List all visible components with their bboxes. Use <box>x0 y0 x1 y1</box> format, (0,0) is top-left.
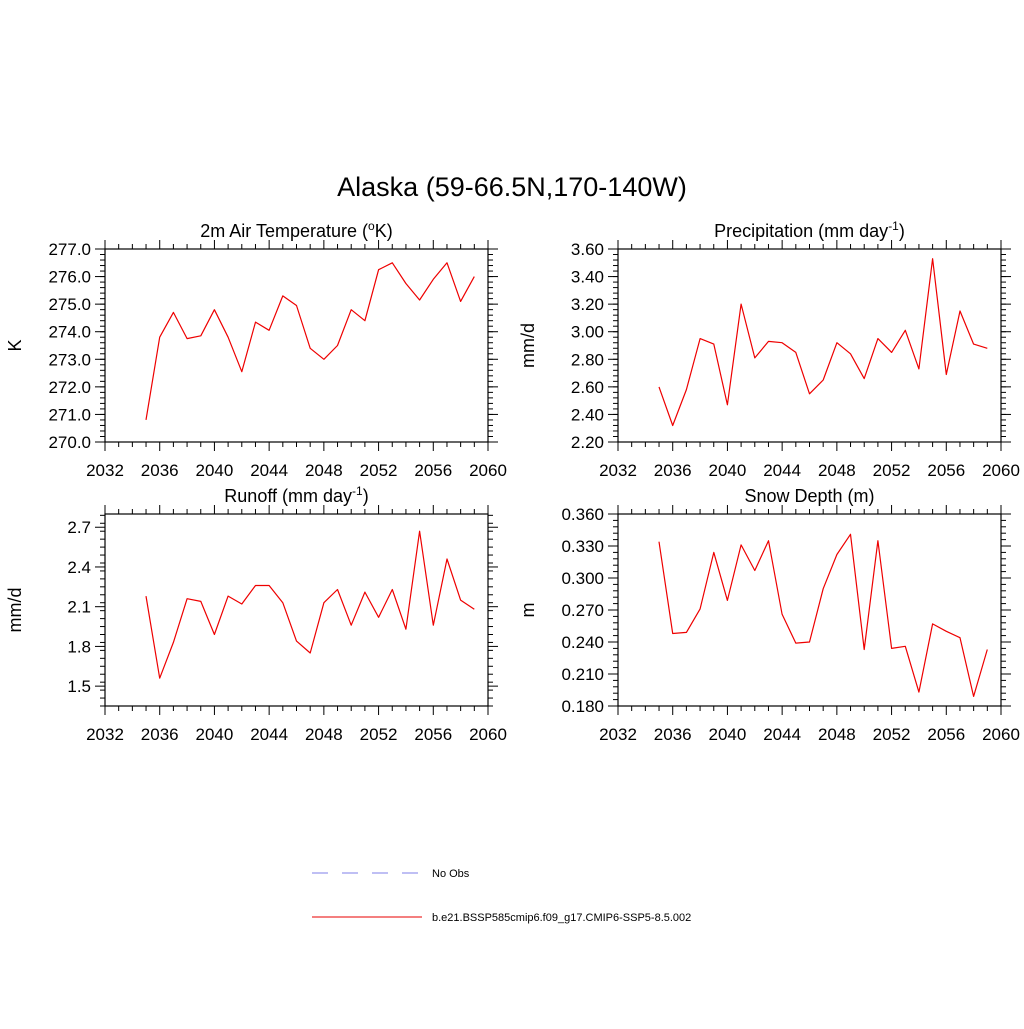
x-tick-label: 2052 <box>873 725 911 744</box>
y-tick-label: 2.40 <box>571 405 604 424</box>
y-tick-label: 270.0 <box>48 433 91 452</box>
x-tick-label: 2032 <box>86 725 124 744</box>
x-tick-label: 2056 <box>927 725 965 744</box>
series-line <box>658 533 988 698</box>
series-line <box>658 258 988 427</box>
x-tick-label: 2048 <box>818 461 856 480</box>
y-tick-label: 3.60 <box>571 240 604 259</box>
y-tick-label: 277.0 <box>48 240 91 259</box>
panel-title: Runoff (mm day-1) <box>224 484 368 506</box>
y-tick-label: 0.240 <box>561 633 604 652</box>
series-line <box>145 530 475 679</box>
x-tick-label: 2044 <box>250 461 288 480</box>
y-tick-label: 0.360 <box>561 505 604 524</box>
x-tick-label: 2032 <box>86 461 124 480</box>
x-tick-label: 2060 <box>469 725 507 744</box>
y-tick-label: 0.330 <box>561 537 604 556</box>
x-tick-label: 2060 <box>982 461 1020 480</box>
panel-snow-depth: Snow Depth (m) m 2032 2036 2040 2044 2048 2052 2… <box>518 486 1020 744</box>
plot-frame <box>617 248 1002 443</box>
panel-title: 2m Air Temperature (oK) <box>200 219 392 241</box>
y-tick-label: 274.0 <box>48 323 91 342</box>
y-tick-label: 272.0 <box>48 378 91 397</box>
x-tick-label: 2044 <box>763 461 801 480</box>
y-tick-label: 2.4 <box>67 558 91 577</box>
panel-title: Precipitation (mm day-1) <box>714 219 905 241</box>
y-tick-label: 2.20 <box>571 433 604 452</box>
x-tick-label: 2056 <box>414 725 452 744</box>
x-tick-label: 2036 <box>141 461 179 480</box>
x-tick-label: 2052 <box>360 461 398 480</box>
x-tick-label: 2056 <box>414 461 452 480</box>
y-axis-label: mm/d <box>518 323 538 368</box>
x-tick-label: 2036 <box>654 725 692 744</box>
y-axis-label: mm/d <box>5 588 25 633</box>
x-tick-label: 2044 <box>250 725 288 744</box>
y-tick-label: 275.0 <box>48 295 91 314</box>
x-tick-label: 2040 <box>196 725 234 744</box>
x-tick-label: 2052 <box>873 461 911 480</box>
y-tick-label: 271.0 <box>48 405 91 424</box>
y-tick-label: 1.5 <box>67 677 91 696</box>
x-tick-label: 2056 <box>927 461 965 480</box>
series-line <box>145 262 475 420</box>
panel-title: Snow Depth (m) <box>744 486 874 506</box>
y-tick-label: 2.80 <box>571 350 604 369</box>
y-tick-label: 3.40 <box>571 268 604 287</box>
legend: No Obs b.e21.BSSP585cmip6.f09_g17.CMIP6-… <box>312 868 691 924</box>
plot-frame <box>104 248 489 443</box>
y-tick-label: 2.60 <box>571 378 604 397</box>
y-axis-label: K <box>5 339 25 351</box>
x-tick-label: 2040 <box>709 725 747 744</box>
panel-precipitation: Precipitation (mm day-1) mm/d 2032 2036 2040… <box>518 219 1020 480</box>
y-tick-label: 0.180 <box>561 697 604 716</box>
x-tick-label: 2048 <box>305 461 343 480</box>
y-tick-label: 3.20 <box>571 295 604 314</box>
main-title: Alaska (59-66.5N,170-140W) <box>337 172 687 202</box>
y-tick-label: 3.00 <box>571 323 604 342</box>
y-tick-label: 1.8 <box>67 637 91 656</box>
x-tick-label: 2044 <box>763 725 801 744</box>
x-tick-label: 2036 <box>141 725 179 744</box>
y-axis-label: m <box>518 603 538 618</box>
y-tick-label: 276.0 <box>48 268 91 287</box>
y-tick-label: 0.210 <box>561 665 604 684</box>
panel-runoff: Runoff (mm day-1) mm/d 2032 2036 2040 2044 204… <box>5 484 507 744</box>
y-tick-label: 0.270 <box>561 601 604 620</box>
y-tick-label: 2.1 <box>67 598 91 617</box>
x-tick-label: 2036 <box>654 461 692 480</box>
y-tick-label: 273.0 <box>48 350 91 369</box>
legend-label-model: b.e21.BSSP585cmip6.f09_g17.CMIP6-SSP5-8.… <box>432 912 691 924</box>
x-tick-label: 2040 <box>709 461 747 480</box>
plot-frame <box>617 513 1002 707</box>
x-tick-label: 2048 <box>305 725 343 744</box>
legend-label-no-obs: No Obs <box>432 868 470 880</box>
x-tick-label: 2032 <box>599 461 637 480</box>
y-tick-label: 2.7 <box>67 518 91 537</box>
x-tick-label: 2032 <box>599 725 637 744</box>
x-tick-label: 2052 <box>360 725 398 744</box>
panel-air-temperature: 2m Air Temperature (oK) K 2032 2036 2040 2044… <box>5 219 507 480</box>
y-tick-label: 0.300 <box>561 569 604 588</box>
x-tick-label: 2048 <box>818 725 856 744</box>
x-tick-label: 2060 <box>469 461 507 480</box>
x-tick-label: 2060 <box>982 725 1020 744</box>
x-tick-label: 2040 <box>196 461 234 480</box>
